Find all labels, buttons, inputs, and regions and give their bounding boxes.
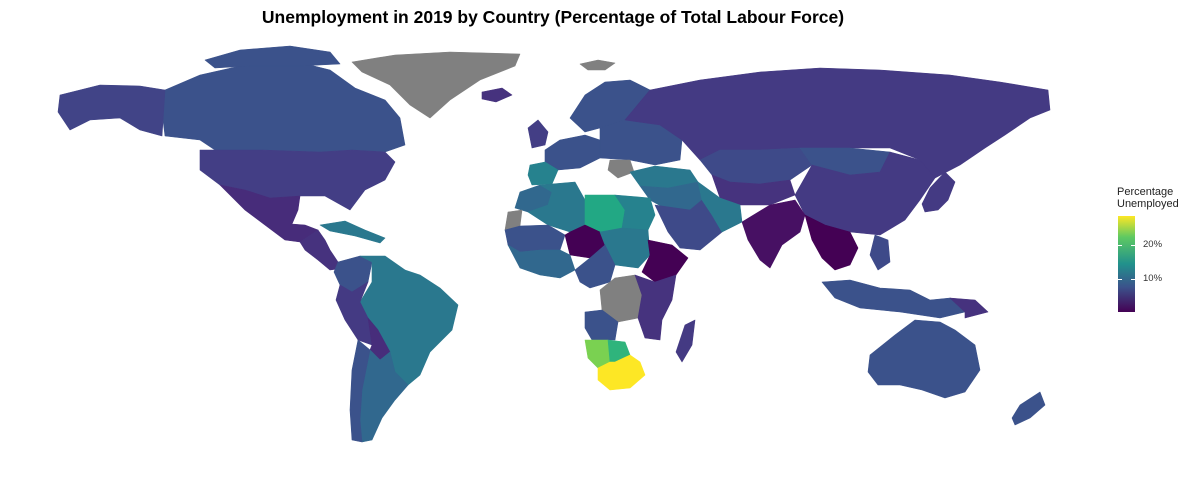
region-western-europe[interactable] [544, 134, 601, 171]
region-central-africa[interactable] [574, 244, 616, 289]
legend-title: Percentage Unemployed [1117, 186, 1197, 210]
region-west-africa[interactable] [507, 244, 576, 279]
world-map [57, 45, 1051, 443]
region-balkans[interactable] [607, 159, 635, 179]
region-united-kingdom[interactable] [527, 119, 549, 149]
region-papua-new-guinea [949, 297, 989, 319]
legend-title-line2: Unemployed [1117, 198, 1179, 210]
legend-tickmark-low-r [1131, 279, 1135, 280]
legend-title-line1: Percentage [1117, 186, 1174, 198]
region-svalbard [579, 59, 616, 71]
region-japan[interactable] [921, 171, 956, 213]
region-iran[interactable] [697, 181, 743, 233]
legend-tickmark-low [1118, 279, 1122, 280]
region-india[interactable] [741, 199, 806, 269]
region-sahel[interactable] [504, 224, 566, 253]
region-alaska[interactable] [57, 84, 166, 137]
region-greenland[interactable] [351, 51, 521, 119]
region-australia[interactable] [867, 319, 981, 399]
region-madagascar[interactable] [675, 319, 696, 363]
legend-tickmark-high-r [1131, 245, 1135, 246]
legend-tickmark-high [1118, 245, 1122, 246]
region-east-africa[interactable] [634, 274, 677, 341]
region-algeria[interactable] [527, 181, 586, 233]
region-canada-arctic [204, 45, 341, 69]
legend-tick-low: 10% [1143, 273, 1163, 284]
legend-colorbar [1118, 216, 1135, 312]
region-iceland [481, 87, 513, 103]
region-new-zealand [1011, 391, 1046, 426]
region-caribbean[interactable] [319, 220, 386, 244]
legend-tick-high: 20% [1143, 239, 1163, 250]
map-title: Unemployment in 2019 by Country (Percent… [261, 7, 845, 27]
legend: Percentage Unemployed 20% 10% [1117, 186, 1197, 312]
region-southeast-asia[interactable] [804, 214, 859, 271]
region-philippines [869, 234, 891, 271]
region-angola[interactable] [584, 309, 619, 341]
region-mexico[interactable] [219, 184, 319, 243]
region-south-africa[interactable] [597, 354, 646, 391]
region-indonesia[interactable] [821, 279, 966, 319]
region-chile[interactable] [349, 339, 371, 443]
